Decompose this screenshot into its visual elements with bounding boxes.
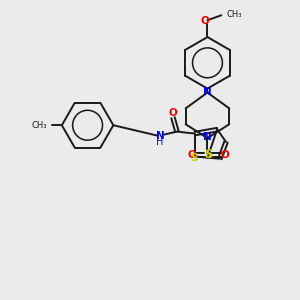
Text: CH₃: CH₃ [32, 121, 47, 130]
Text: N: N [156, 130, 164, 141]
Text: N: N [203, 132, 212, 142]
Text: O: O [200, 16, 209, 26]
Text: CH₃: CH₃ [226, 10, 242, 19]
Text: O: O [187, 150, 196, 160]
Text: S: S [204, 148, 213, 161]
Text: S: S [190, 154, 198, 164]
Text: O: O [221, 150, 230, 160]
Text: H: H [156, 137, 164, 148]
Text: N: N [203, 86, 212, 97]
Text: O: O [169, 108, 177, 118]
